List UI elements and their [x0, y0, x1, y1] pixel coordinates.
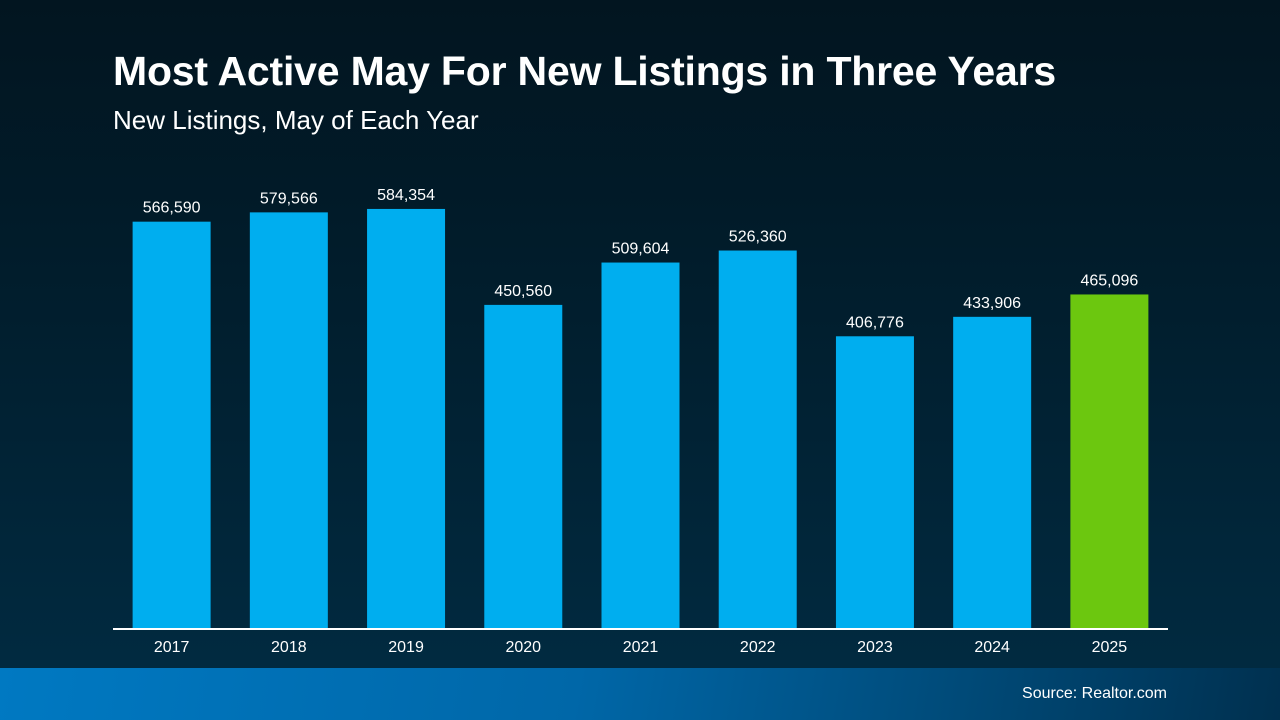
x-tick-label: 2023 — [857, 639, 893, 656]
x-tick-label: 2021 — [623, 639, 659, 656]
data-label: 450,560 — [494, 283, 552, 300]
data-label: 566,590 — [143, 200, 201, 217]
bar-2021 — [601, 262, 680, 628]
x-tick-label: 2017 — [154, 639, 190, 656]
bar-2019 — [367, 208, 446, 629]
x-tick-label: 2018 — [271, 639, 307, 656]
bar-2022 — [718, 250, 797, 628]
x-tick-label: 2019 — [388, 639, 424, 656]
bar-chart: 566,590 2017 579,566 2018 584,354 2019 450,560… — [132, 187, 1149, 656]
x-tick-label: 2020 — [505, 639, 541, 656]
data-label: 579,566 — [260, 190, 318, 207]
data-label: 526,360 — [729, 229, 787, 246]
data-label: 509,604 — [612, 241, 670, 258]
x-tick-label: 2025 — [1092, 639, 1128, 656]
x-tick-label: 2022 — [740, 639, 776, 656]
bar-2023 — [835, 336, 914, 628]
data-label: 584,354 — [377, 187, 435, 204]
bar-2017 — [132, 221, 211, 629]
bar-2018 — [249, 212, 328, 628]
x-tick-label: 2024 — [974, 639, 1010, 656]
data-label: 433,906 — [963, 295, 1021, 312]
data-label: 465,096 — [1080, 272, 1138, 289]
footer-bar: Source: Realtor.com — [0, 668, 1280, 720]
chart-title: Most Active May For New Listings in Thre… — [113, 48, 1056, 94]
bar-2020 — [484, 304, 563, 628]
data-label: 406,776 — [846, 314, 904, 331]
bar-2024 — [953, 316, 1032, 628]
source-note: Source: Realtor.com — [1022, 685, 1167, 702]
bar-2025 — [1070, 294, 1149, 628]
chart-subtitle: New Listings, May of Each Year — [113, 105, 479, 135]
